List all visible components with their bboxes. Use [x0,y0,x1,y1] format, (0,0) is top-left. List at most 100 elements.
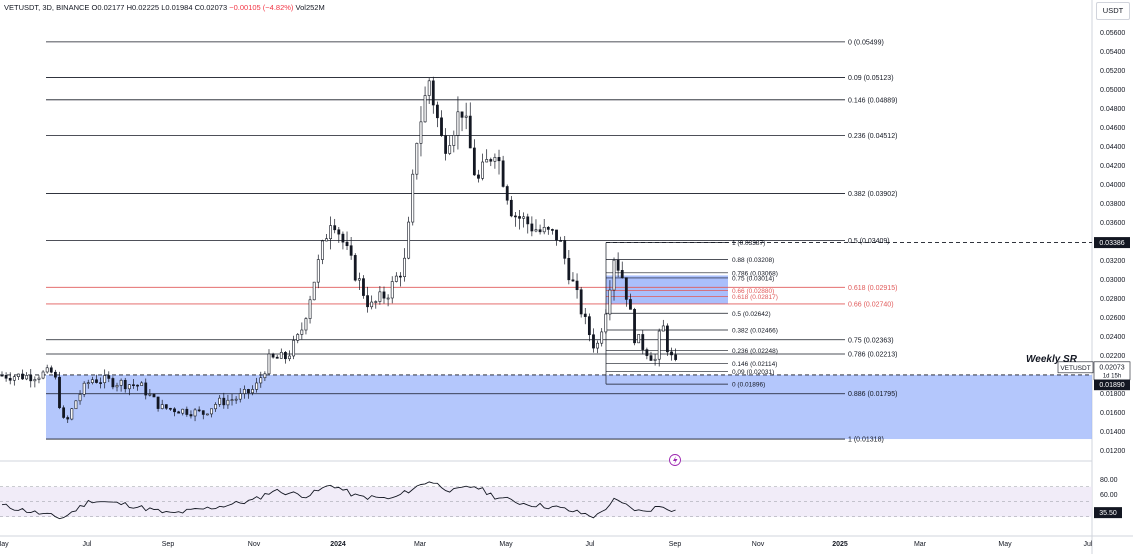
candle-body [251,389,254,394]
candle-body [148,393,152,396]
candle-body [127,384,131,390]
symbol-tag-bg [1057,361,1094,374]
candle-body [530,223,534,232]
time-tick-label: Nov [248,541,261,548]
rsi-value-bg [1094,507,1122,519]
candle-body [514,215,517,218]
fib-level-label: 0.146 (0.04889) [848,97,897,104]
candle-body [17,373,20,377]
candle-body [312,281,316,301]
candle-body [575,280,579,291]
fib-local-label: 0.382 (0.02466) [732,327,778,334]
candle-body [49,367,53,373]
candle-body [173,408,176,413]
candle-body [456,111,460,136]
candle-body [657,330,661,360]
candle-body [267,353,271,375]
candle-body [382,291,386,299]
candle-body [419,121,423,144]
candle-body [567,258,571,281]
candle-body [136,384,139,387]
candle-body [505,186,509,201]
candle-body [25,375,29,380]
time-tick-label: 2024 [330,541,346,548]
candle-body [300,329,304,335]
candle-body [292,340,296,357]
candle-body [464,115,468,118]
candle-body [218,397,222,405]
candle-body [119,379,123,386]
price-tick-label: 0.03600 [1100,220,1125,227]
candle-body [242,389,246,394]
fib-local-label: 0.5 (0.02642) [732,311,771,318]
candle-body [308,299,312,319]
candle-body [551,229,554,231]
candle-body [345,241,349,247]
currency-unit-button[interactable]: USDT [1096,2,1130,20]
time-tick-label: May [998,541,1012,548]
candle-body [559,240,563,242]
candle-body [238,393,242,400]
price-tick-label: 0.01800 [1100,391,1125,398]
candle-body [620,270,624,278]
fib-local-label: 0.09 (0.02031) [732,369,774,376]
fib-level-label: 0.5 (0.03409) [848,238,890,245]
candle-body [284,352,287,360]
time-tick-label: Mar [414,541,427,548]
candle-body [399,275,402,278]
candle-body [316,259,320,283]
candle-body [616,259,620,271]
candle-body [144,382,148,396]
candle-body [497,157,501,162]
time-tick-label: Jul [1084,541,1093,548]
price-tick-label: 0.02200 [1100,353,1125,360]
candle-body [357,278,361,281]
symbol-label[interactable]: VETUSDT, 3D, BINANCE [4,3,90,12]
price-tick-label: 0.02600 [1100,315,1125,322]
rsi-line [1,481,676,520]
candle-body [107,375,111,379]
candle-body [378,291,382,302]
weekly-sr-annotation: Weekly SR [1026,354,1078,365]
candle-body [534,229,538,232]
volume-value: Vol252M [295,3,325,12]
candle-body [214,404,217,410]
fib-level-label: 0.886 (0.01795) [848,391,897,398]
price-tick-label: 0.03200 [1100,258,1125,265]
candle-body [427,80,431,96]
time-tick-label: Nov [752,541,765,548]
fib-local-label: 0 (0.01896) [732,382,765,389]
candle-body [111,378,115,388]
candle-body [542,226,546,233]
candle-body [230,399,234,401]
candle-body [333,225,337,231]
price-tick-label: 0.04400 [1100,144,1125,151]
price-tick-label: 0.03800 [1100,201,1125,208]
candle-body [394,275,398,282]
candle-body [472,147,476,176]
candle-body [509,199,513,217]
time-tick-label: Sep [162,541,175,548]
candle-body [337,229,341,235]
price-marker-tag: 0.01890 [1099,382,1124,389]
fib-level-label: 1 (0.01318) [848,437,884,444]
price-tick-label: 0.02400 [1100,334,1125,341]
candle-body [0,374,4,377]
price-tick-label: 0.04200 [1100,163,1125,170]
candle-body [637,334,641,344]
price-marker-tag-bg [1094,379,1130,391]
price-tick-label: 0.04000 [1100,182,1125,189]
candles [0,76,678,424]
candle-body [132,384,135,386]
open-value: O0.02177 [91,3,125,12]
candle-body [592,334,595,349]
candle-body [123,379,127,390]
candle-body [440,117,443,136]
candle-body [320,240,324,260]
candle-body [103,375,107,384]
candle-body [12,376,16,381]
candle-body [629,299,632,310]
candle-body [518,216,521,219]
candle-body [53,371,57,378]
